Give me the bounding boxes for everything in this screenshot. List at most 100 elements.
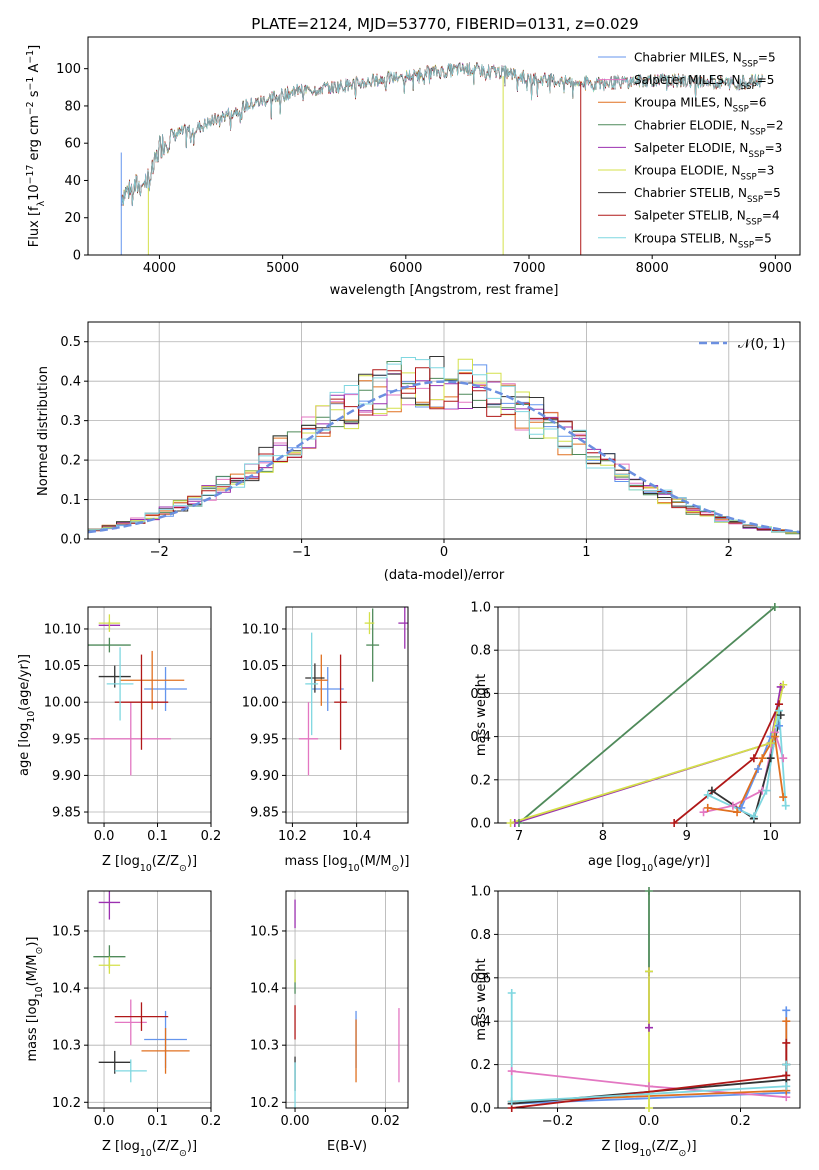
x-axis-label: E(B-V) [327, 1139, 367, 1154]
weight-marker [782, 1006, 791, 1015]
axes-frame [87, 890, 212, 1109]
label-part: mass [log [25, 998, 40, 1061]
label-part: Z [log [102, 854, 140, 869]
label-part: Salpeter STELIB [634, 209, 729, 223]
label-part: SSP [747, 195, 763, 205]
y-tick-label: 0.1 [60, 493, 81, 508]
y-tick-label: 0.8 [470, 644, 491, 659]
label-part: age [log [588, 854, 641, 869]
label-part: = [757, 73, 767, 87]
label-part: = [762, 209, 772, 223]
x-tick-label: −0.2 [542, 1114, 574, 1129]
label-part: SSP [741, 173, 757, 183]
x-tick-label: 9 [683, 829, 691, 844]
x-tick-label: 0.2 [201, 829, 222, 844]
label-part: ⊙ [179, 863, 187, 874]
weight-marker [703, 803, 712, 812]
normal-curve [88, 380, 800, 534]
label-part: SSP [746, 218, 762, 228]
panel-weight-vs-z: −0.2 0.0 0.2 0.0 0.2 0.4 0.6 0.8 1.0 Z [log10(Z/Z… [470, 885, 801, 1159]
label-part: 10 [348, 863, 360, 874]
x-axis-label: mass [log10(M/M⊙)] [285, 854, 410, 874]
y-tick-label: 9.95 [250, 732, 279, 747]
y-tick-label: 60 [64, 137, 81, 152]
legend-label: Salpeter MILES, NSSP=5 [634, 73, 774, 92]
label-part: s [27, 90, 42, 101]
label-part: 5 [767, 73, 775, 87]
label-part: , N [729, 209, 746, 223]
x-axis-label: wavelength [Angstrom, rest frame] [330, 283, 559, 298]
axes-frame [87, 606, 212, 824]
label-part: )] [686, 1139, 696, 1154]
y-tick-label: 10.4 [250, 982, 279, 997]
label-part: = [754, 231, 764, 245]
label-part: = [749, 96, 759, 110]
weight-marker [770, 732, 779, 741]
label-part: (Z/Z [651, 1139, 678, 1154]
y-tick-label: 0.4 [60, 375, 81, 390]
axes-frame [87, 36, 801, 256]
y-axis-label: Normed distribution [36, 366, 51, 496]
axes-frame [285, 890, 409, 1109]
weight-marker [782, 1060, 791, 1069]
y-tick-label: 10.5 [250, 924, 279, 939]
label-part: ⊙ [679, 1148, 687, 1159]
weight-marker [728, 801, 737, 810]
x-tick-label: 0.2 [201, 1114, 222, 1129]
weight-marker [507, 1067, 516, 1076]
weight-marker [782, 1082, 791, 1091]
weight-marker [762, 786, 771, 795]
weight-marker [707, 786, 716, 795]
label-part: Kroupa MILES [634, 96, 716, 110]
x-axis-label: Z [log10(Z/Z⊙)] [102, 854, 197, 874]
label-part: 10 [34, 986, 45, 998]
label-part: 10 [140, 863, 152, 874]
weight-marker [779, 754, 788, 763]
label-part: Salpeter ELODIE [634, 141, 732, 155]
weight-marker [766, 739, 775, 748]
y-tick-label: 20 [64, 211, 81, 226]
x-tick-label: 10.2 [278, 829, 307, 844]
y-tick-label: 10.2 [250, 1096, 279, 1111]
label-part: = [766, 118, 776, 132]
y-tick-label: 10.05 [44, 659, 81, 674]
x-tick-label: 7000 [512, 261, 545, 276]
histogram-step [88, 358, 800, 534]
weight-line [673, 703, 780, 823]
y-axis-label: mass [log10(M/M⊙)] [25, 937, 45, 1062]
x-axis-label: Z [log10(Z/Z⊙)] [601, 1139, 696, 1159]
x-tick-label: 10 [762, 829, 779, 844]
label-part: )] [187, 854, 197, 869]
weight-marker [733, 808, 742, 817]
x-tick-label: 8 [599, 829, 607, 844]
weight-marker [699, 808, 708, 817]
label-part: 10 [641, 863, 653, 874]
plot-area [510, 607, 787, 823]
y-tick-label: 10.3 [52, 1039, 81, 1054]
y-tick-label: 0.4 [470, 730, 491, 745]
label-part: (M/M [360, 854, 392, 869]
legend-label: Kroupa ELODIE, NSSP=3 [634, 164, 774, 183]
x-tick-label: 2 [725, 545, 733, 560]
x-axis-label: (data-model)/error [384, 568, 505, 583]
panel-age-vs-mass: 10.2 10.4 9.85 9.90 9.95 10.00 10.05 10.10 mass … [242, 606, 410, 874]
figure-title: PLATE=2124, MJD=53770, FIBERID=0131, z=0… [251, 15, 638, 33]
label-part: SSP [741, 82, 757, 92]
label-part: ] [27, 45, 42, 50]
plot-area [93, 891, 190, 1083]
weight-marker [754, 765, 763, 773]
label-part: 10 [26, 711, 37, 723]
weight-marker [775, 706, 784, 715]
y-tick-label: 9.90 [52, 769, 81, 784]
legend-label: 𝒩(0, 1) [738, 337, 785, 352]
label-part: )] [25, 937, 40, 947]
y-tick-label: 0.3 [60, 414, 81, 429]
label-part: 10 [27, 184, 42, 201]
label-part: −17 [25, 165, 36, 185]
weight-marker [507, 988, 516, 997]
y-tick-label: 10.05 [242, 659, 279, 674]
plot-area [298, 607, 408, 776]
y-axis-label: Flux [fλ10−17 erg cm−2 s−1 A−1] [25, 45, 47, 247]
weight-marker [749, 754, 758, 763]
